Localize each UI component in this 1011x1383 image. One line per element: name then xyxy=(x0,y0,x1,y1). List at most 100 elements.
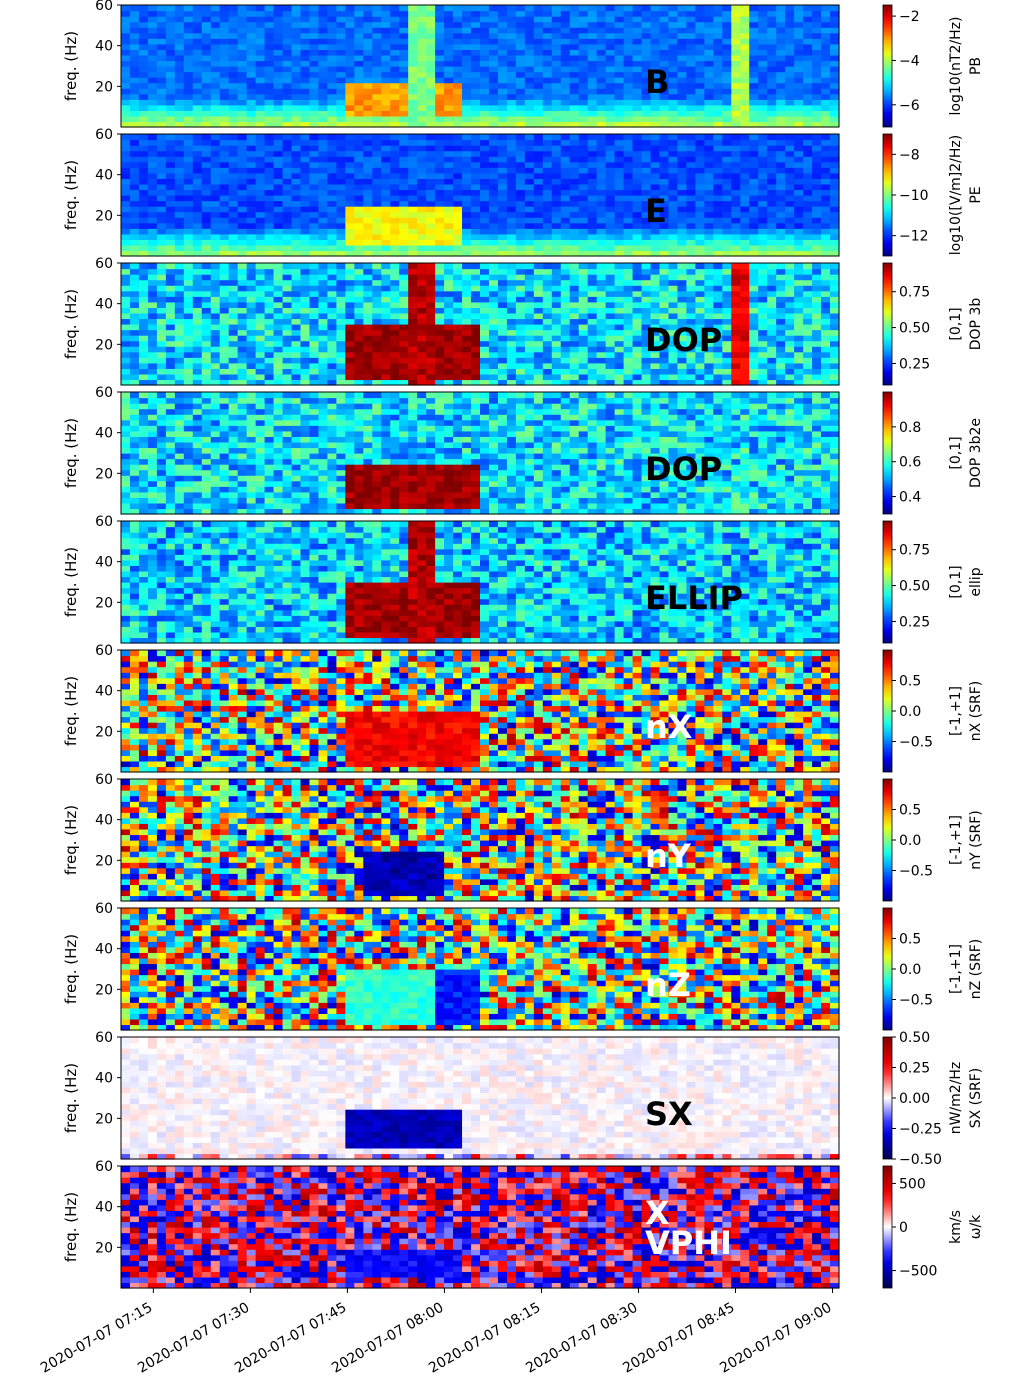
heatmap-cell xyxy=(506,290,517,297)
heatmap-cell xyxy=(785,156,795,163)
heatmap-cell xyxy=(121,60,131,67)
heatmap-cell xyxy=(363,340,373,347)
heatmap-cell xyxy=(201,200,212,207)
heatmap-cell xyxy=(435,206,445,213)
heatmap-cell xyxy=(390,362,400,369)
heatmap-cell xyxy=(650,178,661,185)
heatmap-cell xyxy=(381,211,391,218)
heatmap-cell xyxy=(336,268,346,275)
heatmap-cell xyxy=(623,239,634,246)
heatmap-cell xyxy=(641,178,652,185)
heatmap-cell xyxy=(399,329,409,336)
heatmap-cell xyxy=(587,268,598,275)
heatmap-cell xyxy=(264,77,275,84)
heatmap-cell xyxy=(237,21,248,28)
heatmap-cell xyxy=(497,32,508,39)
heatmap-cell xyxy=(632,379,643,386)
heatmap-cell xyxy=(237,351,248,358)
heatmap-cell xyxy=(551,104,562,111)
heatmap-cell xyxy=(533,239,544,246)
heatmap-cell xyxy=(444,71,454,78)
heatmap-cell xyxy=(309,110,320,117)
heatmap-cell xyxy=(650,134,661,141)
heatmap-cell xyxy=(659,32,670,39)
heatmap-cell xyxy=(668,340,679,347)
heatmap-cell xyxy=(704,145,714,152)
heatmap-cell xyxy=(210,139,221,146)
heatmap-cell xyxy=(794,60,804,67)
heatmap-cell xyxy=(650,362,661,369)
heatmap-cell xyxy=(237,368,248,375)
heatmap-cell xyxy=(713,217,723,224)
heatmap-cell xyxy=(659,54,670,62)
heatmap-cell xyxy=(255,54,266,62)
heatmap-cell xyxy=(641,368,652,375)
heatmap-cell xyxy=(551,150,562,157)
heatmap-cell xyxy=(174,373,185,381)
heatmap-cell xyxy=(704,5,714,12)
heatmap-cell xyxy=(551,82,562,89)
heatmap-cell xyxy=(614,71,625,78)
heatmap-cell xyxy=(408,239,418,246)
heatmap-cell xyxy=(300,5,311,12)
heatmap-cell xyxy=(587,150,598,157)
heatmap-cell xyxy=(471,373,481,381)
heatmap-cell xyxy=(336,307,346,314)
heatmap-cell xyxy=(623,368,634,375)
heatmap-cell xyxy=(524,329,535,336)
heatmap-cell xyxy=(758,104,768,111)
heatmap-cell xyxy=(605,268,616,275)
heatmap-cell xyxy=(569,195,580,202)
heatmap-cell xyxy=(740,150,750,157)
heatmap-cell xyxy=(704,134,714,141)
heatmap-cell xyxy=(632,239,643,246)
heatmap-cell xyxy=(309,312,320,320)
heatmap-cell xyxy=(183,312,194,320)
heatmap-cell xyxy=(497,373,508,381)
heatmap-cell xyxy=(533,77,544,84)
heatmap-cell xyxy=(480,43,490,50)
heatmap-cell xyxy=(632,110,643,117)
heatmap-cell xyxy=(210,301,221,308)
heatmap-cell xyxy=(605,250,616,257)
heatmap-cell xyxy=(623,312,634,320)
heatmap-cell xyxy=(192,290,203,297)
heatmap-cell xyxy=(282,10,293,17)
heatmap-cell xyxy=(408,296,418,303)
heatmap-cell xyxy=(560,244,571,252)
heatmap-cell xyxy=(192,178,203,185)
heatmap-cell xyxy=(488,335,499,342)
heatmap-cell xyxy=(480,49,490,56)
heatmap-cell xyxy=(830,134,840,141)
heatmap-cell xyxy=(291,329,302,336)
heatmap-cell xyxy=(506,324,517,331)
heatmap-cell xyxy=(542,183,553,191)
heatmap-cell xyxy=(471,340,481,347)
heatmap-cell xyxy=(524,121,535,128)
heatmap-cell xyxy=(246,379,257,386)
heatmap-cell xyxy=(399,43,409,50)
heatmap-cell xyxy=(794,189,804,196)
heatmap-cell xyxy=(444,178,454,185)
heatmap-cell xyxy=(138,66,149,73)
heatmap-cell xyxy=(300,285,311,292)
heatmap-cell xyxy=(147,362,158,369)
heatmap-cell xyxy=(524,27,535,34)
heatmap-cell xyxy=(147,54,158,62)
heatmap-cell xyxy=(650,296,661,303)
heatmap-cell xyxy=(192,318,203,325)
heatmap-cell xyxy=(533,121,544,128)
heatmap-cell xyxy=(219,268,230,275)
heatmap-cell xyxy=(417,228,427,235)
heatmap-cell xyxy=(435,324,445,331)
heatmap-cell xyxy=(435,110,445,117)
heatmap-cell xyxy=(354,5,364,12)
colorbar xyxy=(882,133,893,257)
heatmap-cell xyxy=(138,93,149,100)
heatmap-cell xyxy=(731,5,741,12)
heatmap-cell xyxy=(399,93,409,100)
heatmap-cell xyxy=(264,211,275,218)
heatmap-cell xyxy=(327,145,337,152)
heatmap-cell xyxy=(596,233,607,240)
heatmap-cell xyxy=(336,77,346,84)
